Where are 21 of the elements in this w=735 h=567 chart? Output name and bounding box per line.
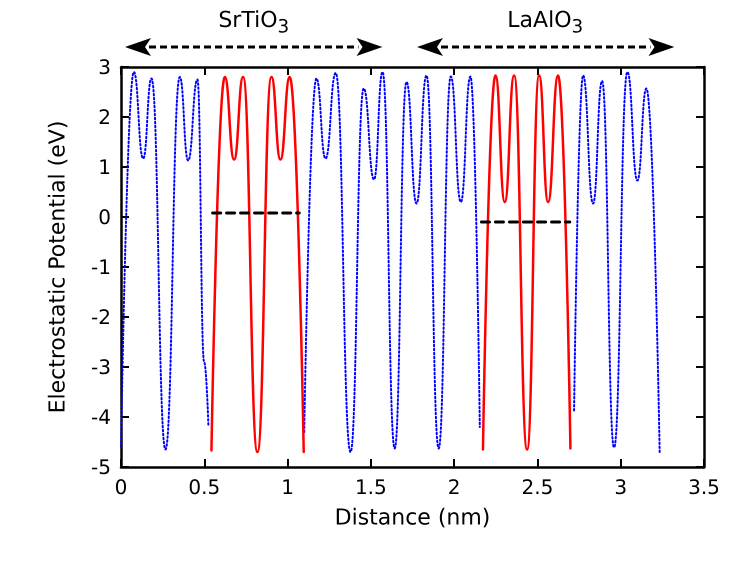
y-tick-label: -1 xyxy=(91,255,111,279)
text: LaAlO$_{3}$ xyxy=(506,8,584,38)
y-tick-label: -4 xyxy=(91,405,111,429)
x-tick-label: 1 xyxy=(281,475,294,499)
y-tick-label: 1 xyxy=(98,155,111,179)
y-tick-label: 3 xyxy=(98,55,111,79)
y-tick-label: 2 xyxy=(98,105,111,129)
y-tick-label: -5 xyxy=(91,455,111,479)
y-tick-label: 0 xyxy=(98,205,111,229)
x-tick-label: 2 xyxy=(448,475,461,499)
y-tick-label: -3 xyxy=(91,355,111,379)
x-tick-label: 0.5 xyxy=(188,475,220,499)
x-tick-label: 3.5 xyxy=(688,475,720,499)
x-tick-label: 0 xyxy=(114,475,128,499)
x-tick-label: 3 xyxy=(614,475,628,499)
x-tick-label: 2.5 xyxy=(522,475,554,499)
y-axis-title: Electrostatic Potential (eV) xyxy=(46,120,70,414)
x-axis-title: Distance (nm) xyxy=(334,506,490,530)
y-tick-label: -2 xyxy=(91,305,111,329)
x-tick-label: 1.5 xyxy=(354,475,387,499)
text: SrTiO$_{3}$ xyxy=(217,8,290,38)
